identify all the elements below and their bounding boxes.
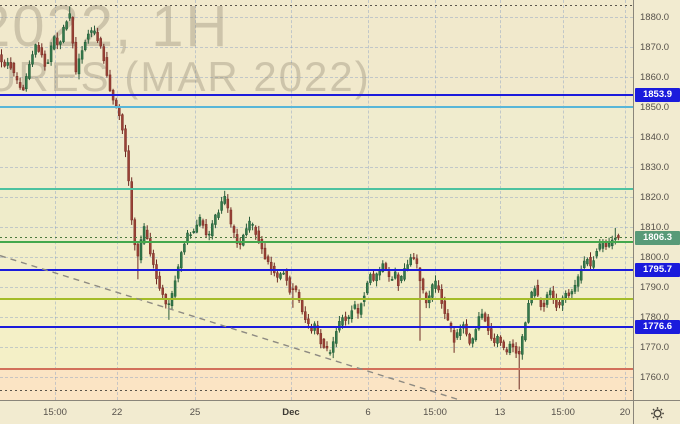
price-level-line[interactable] [0, 237, 633, 239]
price-level-line[interactable] [0, 268, 633, 271]
price-tick-label: 1870.0 [640, 41, 670, 53]
v-gridline [368, 0, 369, 400]
v-gridline [117, 0, 118, 400]
price-level-line[interactable] [0, 389, 633, 391]
v-gridline [563, 0, 564, 400]
price-tick-label: 1760.0 [640, 371, 670, 383]
candlestick-series [0, 6, 620, 390]
time-tick-label: 13 [494, 407, 506, 418]
price-zone [0, 189, 633, 242]
h-gridline [0, 376, 633, 378]
price-tick-label: 1850.0 [640, 101, 670, 113]
price-level-line[interactable] [0, 94, 633, 97]
h-gridline [0, 46, 633, 48]
descending-trendline[interactable] [0, 0, 633, 400]
time-tick-label: 15:00 [423, 407, 447, 418]
h-gridline [0, 226, 633, 228]
price-level-line[interactable] [0, 240, 633, 243]
chart-plot-area[interactable]: 2022, 1H URES (MAR 2022) [0, 0, 633, 400]
price-axis[interactable]: 1880.0 1870.0 1860.0 1850.0 1840.0 1830.0 1820… [633, 0, 680, 400]
time-tick-label: 20 [619, 407, 631, 418]
time-tick-label: 15:00 [43, 407, 67, 418]
price-zone [0, 106, 633, 190]
price-level-badge: 1853.9 [635, 88, 680, 103]
price-level-line[interactable] [0, 188, 633, 191]
price-level-badge: 1776.6 [635, 320, 680, 334]
price-zone [0, 369, 633, 400]
h-gridline [0, 256, 633, 258]
time-axis[interactable]: 15:00 22 25 Dec 6 15:00 13 15:00 20 [0, 400, 634, 424]
price-level-line[interactable] [0, 368, 633, 371]
price-level-line[interactable] [0, 4, 633, 6]
price-tick-label: 1790.0 [640, 281, 670, 293]
price-tick-label: 1820.0 [640, 191, 670, 203]
v-gridline [291, 0, 292, 400]
time-tick-label: 25 [189, 407, 201, 418]
price-level-line[interactable] [0, 105, 633, 108]
axis-settings-button[interactable] [633, 400, 680, 424]
time-tick-label: 22 [111, 407, 123, 418]
price-tick-label: 1880.0 [640, 11, 670, 23]
v-gridline [500, 0, 501, 400]
time-tick-label: 6 [365, 407, 371, 418]
price-level-line[interactable] [0, 297, 633, 300]
h-gridline [0, 166, 633, 168]
v-gridline [625, 0, 626, 400]
h-gridline [0, 316, 633, 318]
price-tick-label: 1840.0 [640, 131, 670, 143]
h-gridline [0, 76, 633, 78]
time-tick-label: Dec [282, 407, 300, 418]
price-level-badge: 1795.7 [635, 262, 680, 277]
price-level-badge: 1806.3 [635, 230, 680, 245]
h-gridline [0, 136, 633, 138]
price-tick-label: 1860.0 [640, 71, 670, 83]
h-gridline [0, 196, 633, 198]
v-gridline [55, 0, 56, 400]
h-gridline [0, 346, 633, 348]
price-tick-label: 1800.0 [640, 251, 670, 263]
v-gridline [435, 0, 436, 400]
price-tick-label: 1770.0 [640, 341, 670, 353]
h-gridline [0, 286, 633, 288]
price-level-line[interactable] [0, 326, 633, 328]
time-tick-label: 15:00 [551, 407, 575, 418]
price-tick-label: 1830.0 [640, 161, 670, 173]
gear-icon [651, 406, 664, 420]
watermark-description: URES (MAR 2022) [0, 53, 371, 100]
v-gridline [195, 0, 196, 400]
price-tick-label: 1780.0 [640, 311, 670, 323]
price-tick-label: 1810.0 [640, 221, 670, 233]
h-gridline [0, 16, 633, 18]
